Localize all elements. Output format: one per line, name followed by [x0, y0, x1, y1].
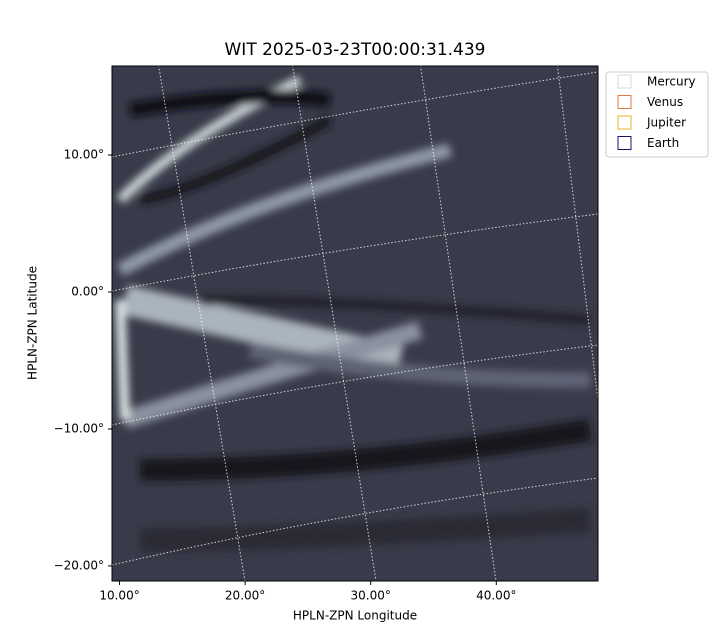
x-tick-label: 20.00° — [225, 589, 265, 603]
legend: Mercury Venus Jupiter Earth — [605, 71, 709, 158]
x-tick-label: 40.00° — [476, 589, 516, 603]
legend-label: Venus — [647, 95, 683, 109]
x-axis-label: HPLN-ZPN Longitude — [293, 609, 417, 623]
frame — [111, 65, 599, 582]
y-tick-label: 10.00° — [64, 148, 104, 162]
legend-swatch — [617, 74, 632, 89]
legend-label: Jupiter — [646, 116, 686, 130]
y-tick-label: −10.00° — [54, 421, 104, 435]
legend-label: Earth — [647, 136, 679, 150]
x-tick-label: 30.00° — [351, 589, 391, 603]
legend-swatch — [617, 115, 632, 130]
legend-swatch — [617, 136, 632, 150]
legend-swatch — [617, 95, 632, 109]
x-tick-label: 10.00° — [99, 589, 139, 603]
legend-label: Mercury — [647, 75, 696, 89]
chart-title: WIT 2025-03-23T00:00:31.439 — [225, 40, 486, 60]
y-tick-label: −20.00° — [54, 558, 104, 572]
image — [112, 66, 598, 581]
y-tick-label: 0.00° — [71, 284, 104, 298]
y-axis-label: HPLN-ZPN Latitude — [26, 266, 40, 380]
